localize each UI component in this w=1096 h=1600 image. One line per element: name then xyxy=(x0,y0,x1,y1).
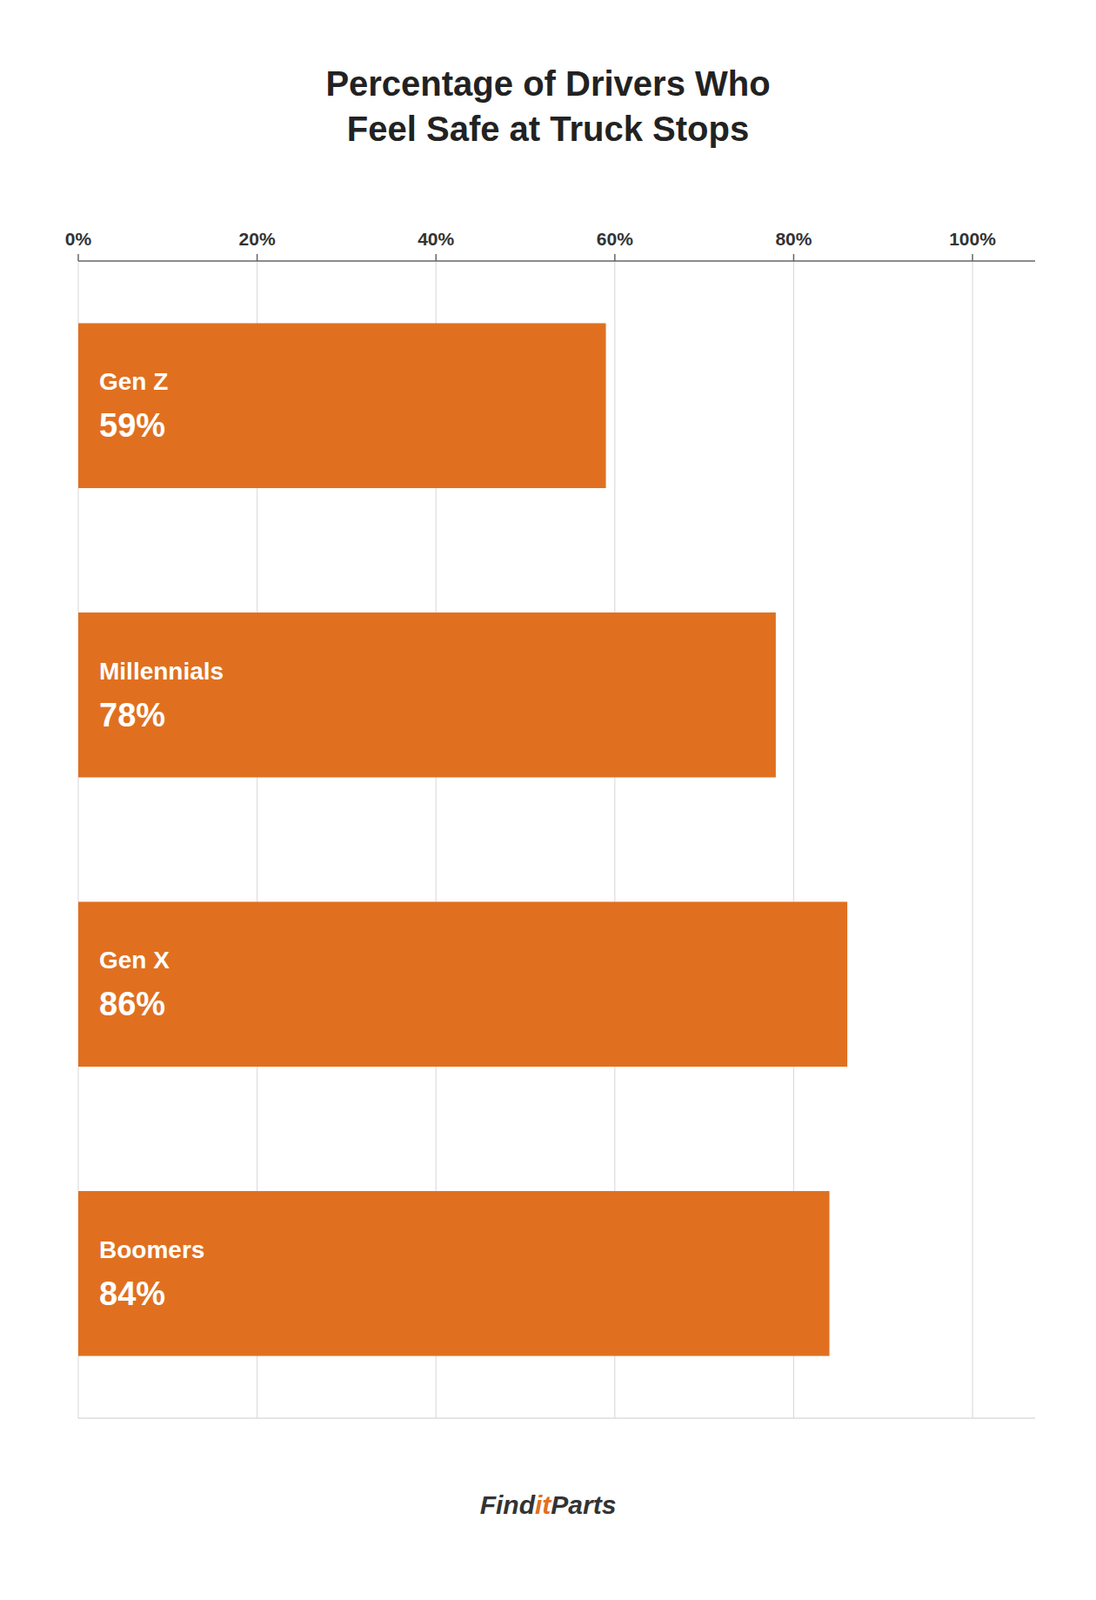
data-label: 86% xyxy=(99,985,166,1023)
chart: Percentage of Drivers WhoFeel Safe at Tr… xyxy=(0,0,1096,1600)
tick-mark xyxy=(256,253,259,261)
plot-frame xyxy=(78,1417,1036,1419)
data-label: 84% xyxy=(99,1275,166,1312)
title: Percentage of Drivers WhoFeel Safe at Tr… xyxy=(325,64,770,148)
category-label: Boomers xyxy=(99,1236,205,1264)
bar xyxy=(78,612,776,778)
bars xyxy=(78,322,848,1356)
bar xyxy=(78,322,607,488)
logo: FinditParts xyxy=(480,1490,617,1519)
data-label: 78% xyxy=(99,696,166,734)
category-label: Gen Z xyxy=(99,367,168,395)
grid xyxy=(78,260,973,1418)
category-label: Millennials xyxy=(99,657,224,685)
data-label: 59% xyxy=(99,407,166,444)
tick-label: 100% xyxy=(948,228,996,249)
bar xyxy=(78,901,848,1067)
tick-mark xyxy=(77,253,80,261)
tick-mark xyxy=(793,253,796,261)
tick-label: 20% xyxy=(239,228,276,249)
x-axis: 0% 20% 40% 60% 80% 100% xyxy=(65,228,1036,1418)
category-label: Gen X xyxy=(99,946,170,974)
tick-label: 0% xyxy=(65,228,93,249)
labels: Gen Z 59% Millennials 78% Gen X 86% Boomers 84% xyxy=(99,367,224,1312)
tick-label: 60% xyxy=(596,228,634,249)
tick-mark xyxy=(614,253,616,261)
tick-label: 80% xyxy=(775,228,812,249)
annotation: it xyxy=(534,1490,553,1519)
tick-mark xyxy=(434,253,437,261)
bar xyxy=(78,1190,830,1357)
annotation: Parts xyxy=(550,1490,616,1519)
tick-mark xyxy=(971,253,974,261)
annotation: Find xyxy=(480,1490,536,1519)
tick-label: 40% xyxy=(417,228,455,249)
grid-line xyxy=(971,260,973,1418)
axis-line xyxy=(78,260,1036,262)
